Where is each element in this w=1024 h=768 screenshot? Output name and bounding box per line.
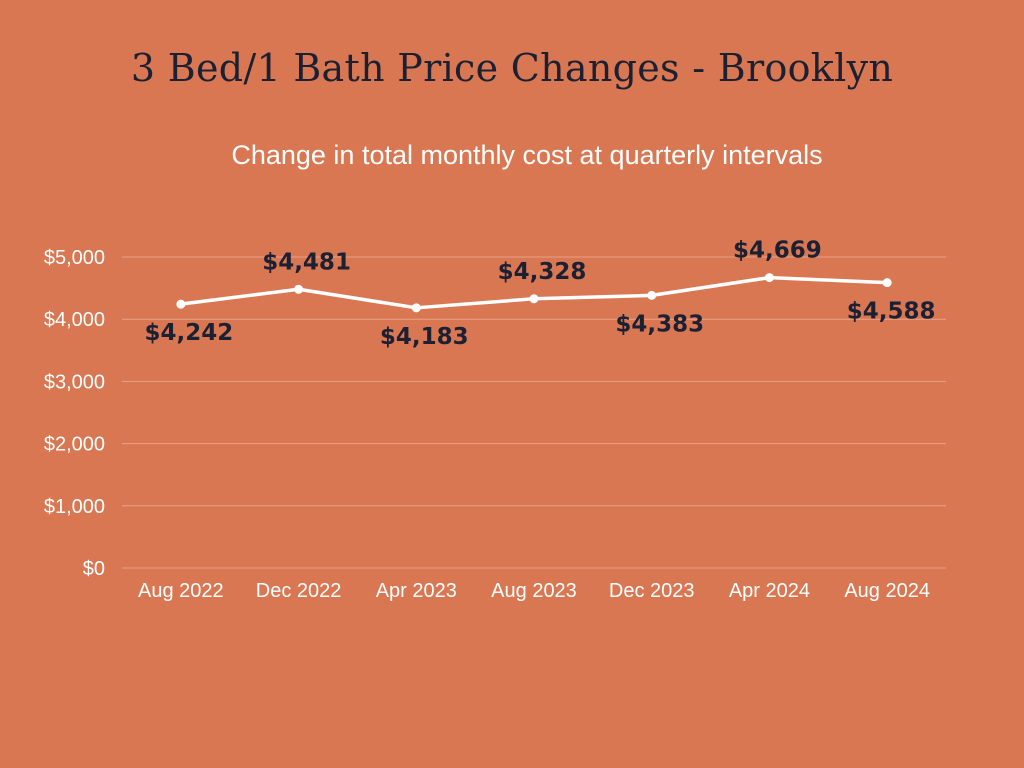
y-tick-label: $1,000 — [44, 496, 105, 518]
x-tick-label: Apr 2024 — [729, 580, 810, 602]
chart-subtitle: Change in total monthly cost at quarterl… — [231, 140, 823, 170]
data-label: $4,383 — [615, 311, 704, 337]
y-tick-label: $5,000 — [44, 247, 105, 269]
x-tick-label: Aug 2023 — [491, 580, 577, 602]
data-label: $4,328 — [498, 259, 587, 285]
data-label: $4,588 — [847, 299, 936, 325]
y-tick-label: $0 — [83, 558, 105, 580]
data-label: $4,183 — [380, 324, 469, 350]
data-point — [529, 294, 539, 304]
x-tick-label: Aug 2022 — [138, 580, 224, 602]
data-point — [176, 299, 186, 309]
data-point — [411, 303, 421, 313]
x-tick-label: Apr 2023 — [376, 580, 457, 602]
y-tick-label: $4,000 — [44, 309, 105, 331]
data-point — [882, 278, 892, 288]
y-tick-label: $2,000 — [44, 434, 105, 456]
data-label: $4,242 — [144, 320, 233, 346]
x-tick-label: Dec 2022 — [256, 580, 342, 602]
data-point — [647, 290, 657, 300]
chart-title: 3 Bed/1 Bath Price Changes - Brooklyn — [130, 46, 894, 90]
data-point — [764, 273, 774, 283]
data-point — [294, 284, 304, 294]
x-tick-label: Aug 2024 — [844, 580, 930, 602]
x-tick-label: Dec 2023 — [609, 580, 695, 602]
data-label: $4,481 — [262, 249, 351, 275]
data-label: $4,669 — [733, 238, 822, 264]
y-tick-label: $3,000 — [44, 371, 105, 393]
